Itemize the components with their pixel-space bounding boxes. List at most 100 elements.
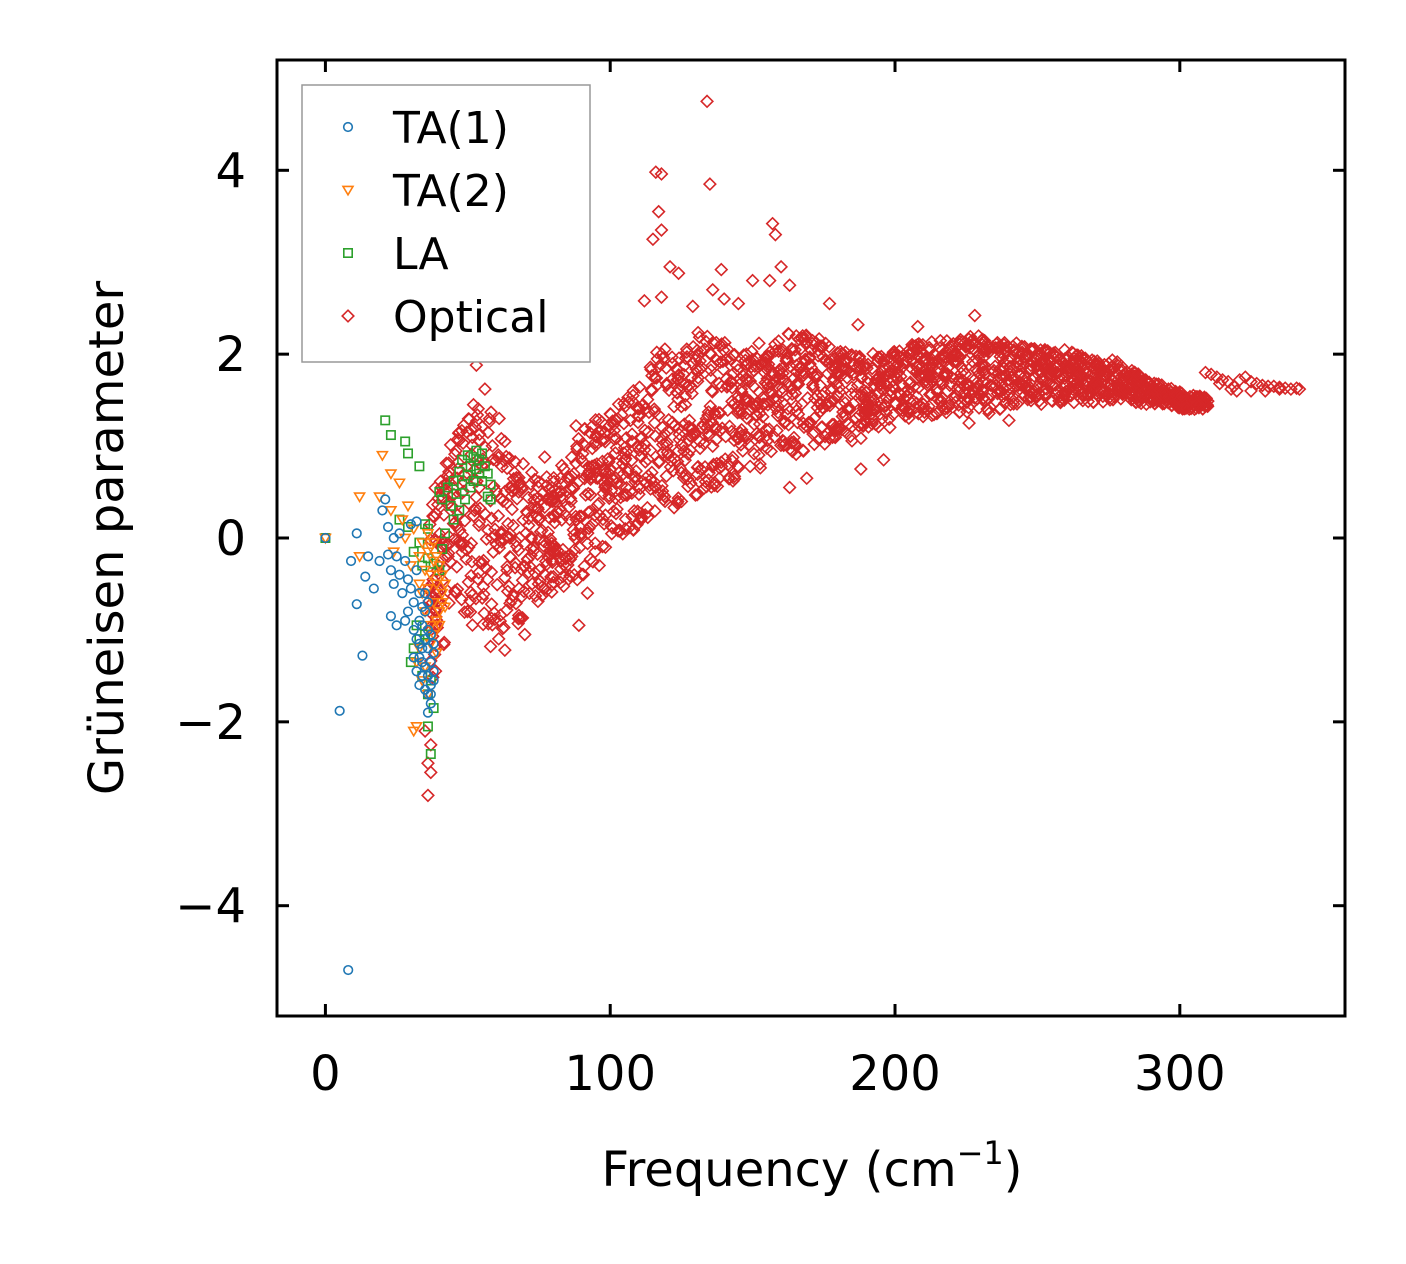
data-point <box>491 631 506 646</box>
data-point <box>1045 394 1060 409</box>
data-point <box>417 601 428 613</box>
data-point <box>485 494 496 505</box>
data-point <box>1017 339 1032 354</box>
data-point <box>781 326 796 341</box>
x-tick-label: 0 <box>310 1046 341 1102</box>
data-point <box>492 541 507 555</box>
data-point <box>832 380 847 395</box>
data-point <box>505 479 520 493</box>
data-point <box>718 452 733 467</box>
data-point <box>872 400 886 414</box>
data-point <box>907 379 921 394</box>
data-point <box>569 456 583 471</box>
data-point <box>849 411 864 426</box>
y-axis-title: Grüneisen parameter <box>79 281 135 796</box>
data-point <box>807 437 822 452</box>
data-point <box>434 480 449 495</box>
data-point <box>894 361 909 375</box>
data-point <box>678 389 693 404</box>
data-point <box>833 344 848 359</box>
data-point <box>505 588 520 603</box>
data-point <box>827 430 842 444</box>
data-point <box>826 394 841 408</box>
data-point <box>1092 386 1107 400</box>
data-point <box>527 500 542 515</box>
data-point <box>789 377 804 392</box>
data-point <box>394 569 405 580</box>
data-point <box>640 392 655 407</box>
data-point <box>723 352 738 366</box>
data-point <box>468 501 483 516</box>
data-point <box>499 603 514 617</box>
data-point <box>874 364 889 379</box>
data-point <box>506 471 521 486</box>
data-point <box>632 380 647 395</box>
data-point <box>702 177 717 192</box>
data-point <box>449 444 463 458</box>
data-point <box>578 438 592 453</box>
data-point <box>524 548 538 563</box>
data-point <box>436 507 451 522</box>
data-point <box>803 415 818 430</box>
data-point <box>659 376 674 391</box>
data-point <box>657 342 672 357</box>
data-point <box>963 329 978 344</box>
data-point <box>394 528 405 539</box>
data-point <box>865 417 879 431</box>
data-point <box>517 627 532 642</box>
data-point <box>476 587 491 602</box>
data-point <box>1003 367 1018 382</box>
data-point <box>697 436 711 451</box>
data-point <box>822 296 837 311</box>
data-point <box>476 553 491 568</box>
data-point <box>948 348 963 363</box>
data-point <box>408 546 419 557</box>
data-point <box>452 425 467 440</box>
data-point <box>497 434 512 449</box>
data-point <box>511 543 526 558</box>
data-point <box>591 425 606 440</box>
data-point <box>469 474 484 489</box>
data-point <box>602 491 617 506</box>
data-point <box>1074 348 1089 363</box>
data-point <box>1018 373 1033 388</box>
data-point <box>890 372 905 386</box>
data-point <box>659 361 674 375</box>
data-point <box>990 386 1005 401</box>
data-point <box>850 378 865 393</box>
data-point <box>496 494 510 509</box>
data-point <box>800 419 814 434</box>
data-point <box>621 462 636 477</box>
data-point <box>461 575 476 589</box>
data-point <box>546 569 561 584</box>
data-point <box>788 386 803 401</box>
data-point <box>731 460 746 475</box>
data-point <box>921 399 936 414</box>
data-point <box>948 395 963 410</box>
data-point <box>838 345 853 360</box>
data-point <box>802 350 817 364</box>
data-point <box>634 509 649 524</box>
data-point <box>1088 376 1103 391</box>
data-point <box>430 551 443 563</box>
data-point <box>654 347 669 362</box>
data-point <box>447 487 461 502</box>
data-point <box>568 509 583 524</box>
data-point <box>935 349 950 364</box>
data-point <box>648 429 663 443</box>
data-point <box>1062 363 1077 378</box>
data-point <box>693 462 708 477</box>
data-point <box>632 401 647 415</box>
data-point <box>546 575 561 590</box>
data-point <box>510 491 524 506</box>
data-point <box>613 490 628 505</box>
data-point <box>1258 383 1273 398</box>
data-point <box>922 387 937 402</box>
data-point <box>746 379 761 394</box>
data-point <box>838 409 853 424</box>
data-point <box>743 374 758 389</box>
data-point <box>1024 341 1039 356</box>
data-point <box>810 367 825 382</box>
data-point <box>734 382 749 396</box>
data-point <box>391 551 402 562</box>
